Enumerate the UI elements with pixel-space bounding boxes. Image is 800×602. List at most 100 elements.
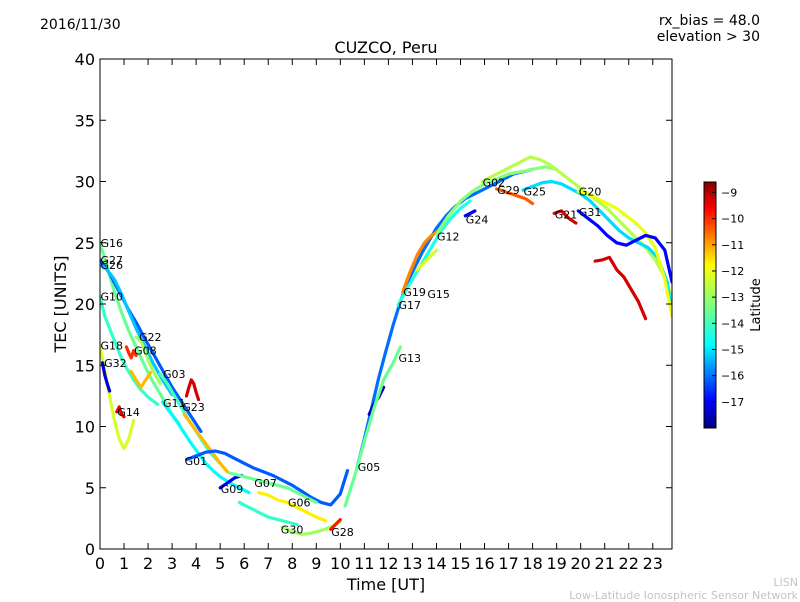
x-tick-label: 2	[143, 554, 153, 573]
sat-label-g19: G19	[403, 286, 426, 299]
sat-label-g24: G24	[466, 214, 489, 227]
sat-label-g17: G17	[399, 299, 422, 312]
y-axis-label: TEC [UNITS]	[51, 256, 70, 354]
y-tick-label: 20	[75, 295, 95, 314]
colorbar-tick-label: −14	[721, 317, 744, 330]
x-tick-label: 14	[426, 554, 446, 573]
series-g23	[184, 378, 201, 402]
colorbar-tick-label: −12	[721, 265, 744, 278]
series-g12	[434, 165, 559, 236]
axis-layer: 0 1 2 3 4 5 6 7 8 9 10 11 12 13 14 15 16 17 18 19 20 21 22 2305…	[75, 50, 672, 573]
sat-label-g18: G18	[101, 340, 124, 353]
colorbar-gradient	[703, 181, 717, 429]
series-g22	[134, 335, 162, 386]
series-g08b	[129, 369, 153, 389]
chart-title: CUZCO, Peru	[334, 38, 438, 57]
series-g21b	[593, 255, 648, 321]
sat-label-g32: G32	[104, 357, 127, 370]
y-tick-label: 10	[75, 418, 95, 437]
sat-label-g27: G27	[101, 254, 124, 267]
sat-label-g05: G05	[358, 461, 381, 474]
colorbar-tick-label: −15	[721, 343, 744, 356]
sat-label-g29: G29	[497, 184, 520, 197]
colorbar-ticks: −17 −16 −15 −14 −13 −12 −11 −10 −9	[712, 186, 744, 409]
y-tick-label: 0	[85, 540, 95, 559]
x-tick-label: 22	[619, 554, 639, 573]
series-g06	[257, 491, 328, 523]
series-g02	[480, 155, 672, 301]
credit-lisn: LISN	[773, 576, 798, 589]
sat-label-g03: G03	[163, 368, 186, 381]
sat-label-g30: G30	[281, 523, 304, 536]
series-g10	[100, 295, 160, 406]
sat-label-g28: G28	[331, 526, 354, 539]
credit-network: Low-Latitude Ionospheric Sensor Network	[569, 589, 798, 602]
series-g31	[576, 209, 672, 284]
colorbar: −17 −16 −15 −14 −13 −12 −11 −10 −9 Latitude	[703, 181, 764, 429]
series-g17	[396, 199, 472, 307]
series-g28	[329, 517, 342, 532]
series-g19	[401, 228, 441, 294]
x-tick-label: 1	[119, 554, 129, 573]
x-tick-label: 8	[287, 554, 297, 573]
series-g08	[124, 345, 138, 360]
x-tick-label: 6	[239, 554, 249, 573]
series-g16	[100, 241, 181, 426]
series-g21	[552, 209, 578, 225]
date-label: 2016/11/30	[40, 17, 121, 33]
series-g01	[184, 449, 350, 507]
series-g23b	[182, 412, 229, 474]
x-tick-label: 0	[95, 554, 105, 573]
colorbar-tick-label: −13	[721, 291, 744, 304]
sat-label-g13: G13	[399, 352, 422, 365]
colorbar-tick-label: −9	[721, 186, 737, 199]
y-tick-label: 35	[75, 111, 95, 130]
series-g14	[115, 405, 126, 419]
y-tick-label: 25	[75, 234, 95, 253]
x-tick-label: 5	[215, 554, 225, 573]
x-tick-label: 16	[474, 554, 494, 573]
sat-label-g01: G01	[185, 455, 208, 468]
x-tick-label: 3	[167, 554, 177, 573]
sat-label-g02: G02	[483, 177, 506, 190]
colorbar-tick-label: −11	[721, 239, 744, 252]
elevation-label: elevation > 30	[656, 29, 760, 45]
sat-label-g31: G31	[579, 206, 602, 219]
series-g30b	[281, 520, 342, 536]
series-g25	[521, 179, 672, 316]
y-tick-label: 30	[75, 173, 95, 192]
x-tick-label: 23	[643, 554, 663, 573]
rx-bias-label: rx_bias = 48.0	[658, 13, 760, 29]
series-layer	[100, 155, 672, 536]
sat-label-g06: G06	[288, 496, 311, 509]
y-tick-label: 40	[75, 50, 95, 69]
series-g26	[100, 263, 174, 397]
series-g11	[160, 400, 251, 495]
sat-label-g10: G10	[101, 291, 124, 304]
series-g13b	[343, 345, 402, 508]
x-tick-label: 9	[311, 554, 321, 573]
x-tick-label: 10	[330, 554, 350, 573]
series-g30	[237, 500, 299, 527]
series-g24	[463, 209, 477, 218]
series-g07	[228, 471, 318, 504]
series-g15	[415, 248, 439, 272]
x-tick-label: 18	[522, 554, 542, 573]
y-tick-label: 5	[85, 479, 95, 498]
sat-label-g16: G16	[101, 237, 124, 250]
x-tick-label: 20	[570, 554, 590, 573]
sat-label-g20: G20	[579, 185, 602, 198]
x-tick-label: 4	[191, 554, 201, 573]
x-tick-label: 15	[450, 554, 470, 573]
x-tick-label: 11	[354, 554, 374, 573]
sat-label-g09: G09	[221, 483, 244, 496]
x-axis-label: Time [UT]	[346, 575, 425, 594]
sat-label-g08: G08	[134, 345, 157, 358]
y-tick-label: 15	[75, 356, 95, 375]
colorbar-tick-label: −10	[721, 213, 744, 226]
bias-info: rx_bias = 48.0 elevation > 30	[657, 13, 760, 45]
plot-frame	[99, 58, 673, 550]
sat-label-g25: G25	[524, 185, 547, 198]
